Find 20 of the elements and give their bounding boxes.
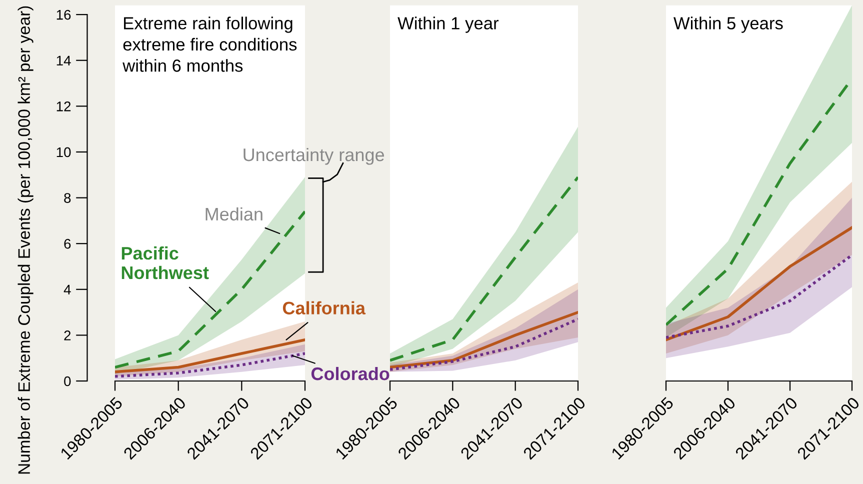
y-tick-label: 4 (64, 284, 71, 294)
y-tick-label: 14 (56, 56, 71, 66)
y-tick-label: 10 (56, 147, 71, 158)
annotation: Median (206, 207, 262, 221)
y-tick-label: 16 (56, 10, 71, 20)
line-series (115, 338, 305, 374)
y-tick-label: 6 (64, 238, 71, 249)
y-tick-label: 8 (64, 193, 71, 203)
y-tick-label: 0 (64, 376, 71, 386)
series-label: Pacific Northwest (122, 246, 209, 280)
annotation: Uncertainty range (244, 148, 384, 165)
line-series (115, 352, 305, 378)
text: Extreme rain following extreme fire conditions within 6 months (122, 16, 297, 72)
y-tick-label: 12 (56, 102, 71, 112)
text: Within 5 years (674, 16, 783, 33)
y-tick-label: 2 (64, 330, 71, 340)
series-label: California (282, 301, 366, 314)
y-axis-title: Number of Extreme Coupled Events (per 100,000 km² per year) (18, 6, 34, 474)
text: Within 1 year (398, 16, 499, 33)
series-label: Colorado (311, 366, 390, 380)
